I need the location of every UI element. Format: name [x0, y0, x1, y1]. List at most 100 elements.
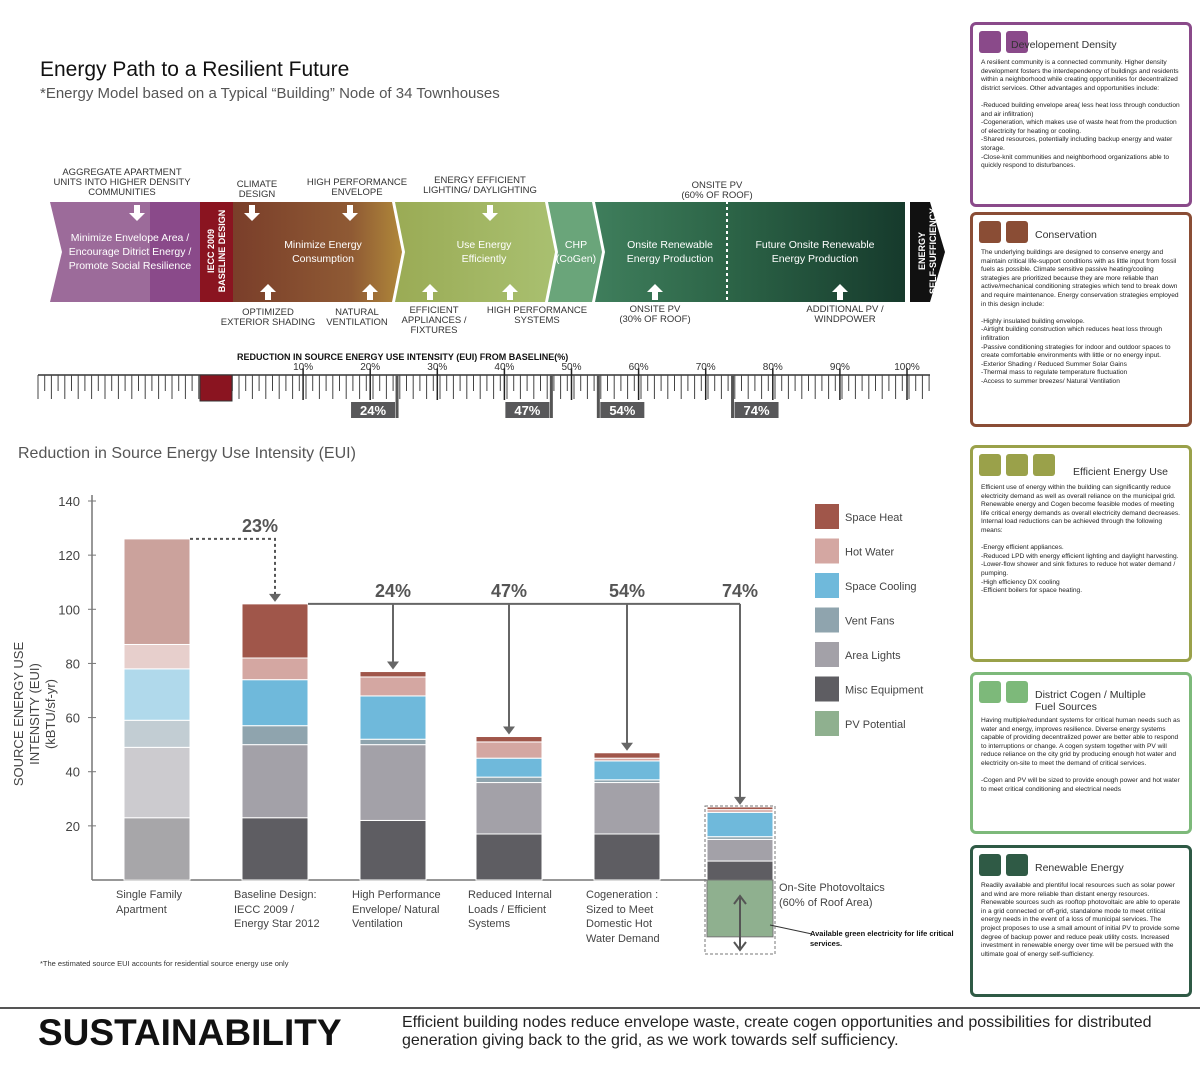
path-segment [395, 202, 555, 302]
sidebar-panel: Renewable Energy Readily available and pl… [970, 845, 1192, 997]
scale-tick-label: 80% [763, 362, 783, 373]
bar-segment [241, 657, 309, 681]
y-tick-label: 120 [58, 548, 80, 563]
legend-swatch [815, 538, 839, 564]
panel-icon [979, 854, 1001, 876]
segment-label: IECC 2009 BASELINE DESIGN [206, 209, 227, 293]
y-axis-label: SOURCE ENERGY USE INTENSITY (EUI) (kBTU/… [11, 641, 58, 787]
bar-segment [706, 806, 774, 811]
connector [190, 537, 276, 598]
bar-segment [593, 782, 661, 835]
baseline-box [199, 374, 233, 402]
arrow-icon [362, 284, 378, 300]
segment-label: CHP (CoGen) [555, 239, 597, 265]
bar-segment [359, 676, 427, 697]
pv-arrow-head [733, 894, 747, 905]
scale-tick-label: 10% [293, 362, 313, 373]
x-tick-label: Single Family Apartment [116, 889, 183, 916]
arrow-icon [342, 205, 358, 221]
panel-title: Efficient Energy Use [1073, 466, 1168, 478]
legend-swatch [815, 573, 839, 598]
legend-label: Space Heat [845, 512, 902, 524]
pv-pointer [769, 924, 813, 935]
x-tick-label: Baseline Design: IECC 2009 / Energy Star… [234, 889, 320, 930]
reduction-label: 54% [609, 581, 645, 601]
x-tick-label: Reduced Internal Loads / Efficient Syste… [468, 889, 552, 930]
scale-tick-label: 60% [629, 362, 649, 373]
bar-segment [475, 741, 543, 759]
reduction-label: 47% [491, 581, 527, 601]
top-label: ONSITE PV (60% OF ROOF) [681, 180, 753, 201]
reduction-label: 23% [242, 516, 278, 536]
path-segment [200, 202, 233, 302]
y-tick-label: 100 [58, 602, 80, 617]
path-segment [730, 202, 905, 302]
bar-segment [123, 643, 191, 670]
segment-label: Onsite Renewable Energy Production [626, 239, 714, 265]
panel-title: Conservation [1035, 229, 1097, 241]
segment-label: Future Onsite Renewable Energy Productio… [755, 239, 875, 265]
legend-label: Vent Fans [845, 616, 895, 628]
bottom-label: ADDITIONAL PV / WINDPOWER [806, 304, 884, 325]
x-tick-label: On-Site Photovoltaics (60% of Roof Area) [779, 882, 885, 909]
scale-tick-label: 100% [894, 362, 920, 373]
x-tick-label: High Performance Envelope/ Natural Venti… [352, 889, 441, 930]
arrow-icon [422, 284, 438, 300]
top-label: AGGREGATE APARTMENT UNITS INTO HIGHER DE… [53, 167, 191, 198]
scale-marker-label: 54% [609, 403, 635, 418]
footer-text: Efficient building nodes reduce envelope… [402, 1014, 1152, 1049]
footnote: *The estimated source EUI accounts for r… [40, 959, 289, 968]
subtitle: *Energy Model based on a Typical “Buildi… [40, 85, 500, 102]
scale-marker-box [734, 402, 779, 418]
legend-label: Area Lights [845, 650, 901, 662]
bar-segment [123, 668, 191, 721]
panel-title: Renewable Energy [1035, 862, 1124, 874]
reduction-label: 74% [722, 581, 758, 601]
y-tick-label: 60 [66, 711, 80, 726]
scale-marker-label: 74% [744, 403, 770, 418]
legend-label: PV Potential [845, 719, 906, 731]
panel-body: Efficient use of energy within the build… [981, 484, 1181, 595]
panel-body: The underlying buildings are designed to… [981, 249, 1179, 385]
sidebar-panel: District Cogen / Multiple Fuel Sources Ha… [970, 672, 1192, 834]
path-segment [595, 202, 730, 302]
scale-tick-label: 30% [427, 362, 447, 373]
arrow-icon [502, 284, 518, 300]
bottom-label: ONSITE PV (30% OF ROOF) [619, 304, 691, 325]
bar-segment [706, 838, 774, 862]
path-segment [910, 202, 945, 302]
bar-segment [123, 817, 191, 881]
bottom-label: HIGH PERFORMANCE SYSTEMS [486, 305, 588, 326]
path-segment [548, 202, 602, 302]
bar-segment [241, 603, 309, 659]
panel-icon [1006, 454, 1028, 476]
panel-title: Developement Density [1011, 39, 1117, 51]
panel-icon [1006, 31, 1028, 53]
scale-marker-label: 47% [514, 403, 540, 418]
title: Energy Path to a Resilient Future [40, 58, 350, 81]
legend-swatch [815, 711, 839, 736]
bar-segment [593, 760, 661, 781]
arrow-head [621, 742, 633, 751]
chart-title: Reduction in Source Energy Use Intensity… [18, 445, 356, 462]
bar-segment [475, 776, 543, 784]
bottom-label: NATURAL VENTILATION [326, 307, 388, 328]
segment-label: ENERGY SELF-SUFFICIENCY [917, 208, 938, 295]
y-tick-label: 140 [58, 494, 80, 509]
segment-label: Minimize Envelope Area / Encourage Ditri… [68, 232, 192, 272]
segment-label: Use Energy Efficiently [456, 239, 512, 265]
bar-segment [359, 738, 427, 746]
arrow-icon [647, 284, 663, 300]
segment-label: Minimize Energy Consumption [284, 239, 362, 265]
bar-segment [241, 725, 309, 746]
scale-tick-label: 40% [494, 362, 514, 373]
bar-segment [241, 744, 309, 819]
arrow-icon [129, 205, 145, 221]
legend-swatch [815, 676, 839, 702]
legend-swatch [815, 642, 839, 667]
pv-note: Available green electricity for life cri… [810, 929, 954, 948]
bar-segment [123, 538, 191, 645]
arrow-icon [244, 205, 260, 221]
sidebar-panel: Developement Density A resilient communit… [970, 22, 1192, 207]
bar-segment [123, 719, 191, 748]
